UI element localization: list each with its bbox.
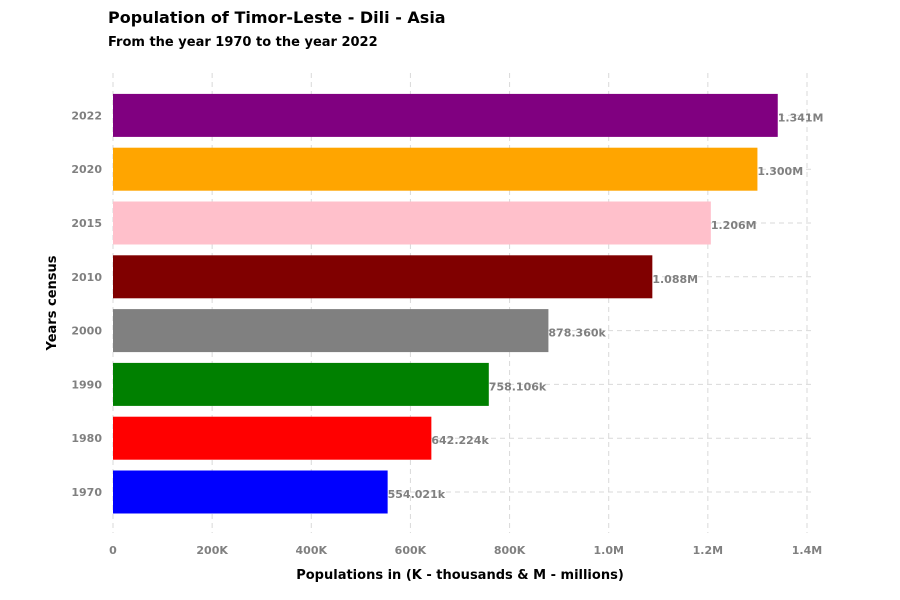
y-tick-labels: 1970 1980 1990 2000 2010 2015 2020 2022	[71, 109, 102, 499]
value-label-1970: 554.021k	[388, 488, 446, 501]
bar-2010	[113, 255, 653, 299]
chart-subtitle: From the year 1970 to the year 2022	[108, 35, 378, 50]
x-tick-labels: 0 200K 400K 600K 800K 1.0M 1.2M 1.4M	[109, 544, 822, 557]
y-tick-label: 2020	[71, 163, 102, 176]
y-tick-label: 2010	[71, 271, 102, 284]
y-tick-label: 2000	[71, 325, 102, 338]
bar-1980	[113, 416, 432, 460]
value-label-1980: 642.224k	[431, 434, 489, 447]
bar-2000	[113, 309, 549, 353]
bar-2020	[113, 147, 758, 191]
chart-title: Population of Timor-Leste - Dili - Asia	[108, 8, 446, 27]
bars: 554.021k 642.224k 758.106k 878.360k 1.088M 1.…	[113, 93, 824, 514]
bar-1970	[113, 470, 388, 514]
x-axis-title: Populations in (K - thousands & M - mill…	[296, 568, 624, 583]
x-tick-label: 0	[109, 544, 117, 557]
y-tick-label: 1990	[71, 378, 102, 391]
x-tick-label: 400K	[296, 544, 328, 557]
value-label-2015: 1.206M	[711, 219, 757, 232]
y-tick-label: 2022	[71, 109, 102, 122]
bar-1990	[113, 362, 489, 406]
y-tick-label: 2015	[71, 217, 102, 230]
y-axis-title: Years census	[45, 255, 60, 351]
value-label-2010: 1.088M	[652, 273, 698, 286]
x-tick-label: 600K	[395, 544, 427, 557]
bar-2022	[113, 93, 778, 137]
x-tick-label: 800K	[494, 544, 526, 557]
y-tick-label: 1980	[71, 432, 102, 445]
x-tick-label: 1.2M	[693, 544, 723, 557]
value-label-2000: 878.360k	[548, 327, 606, 340]
x-tick-label: 1.0M	[593, 544, 623, 557]
value-label-1990: 758.106k	[489, 380, 547, 393]
x-tick-label: 200K	[196, 544, 228, 557]
y-tick-label: 1970	[71, 486, 102, 499]
grid-lines	[112, 73, 812, 533]
value-label-2022: 1.341M	[778, 111, 824, 124]
bar-2015	[113, 201, 711, 245]
value-label-2020: 1.300M	[757, 165, 803, 178]
x-tick-label: 1.4M	[792, 544, 822, 557]
